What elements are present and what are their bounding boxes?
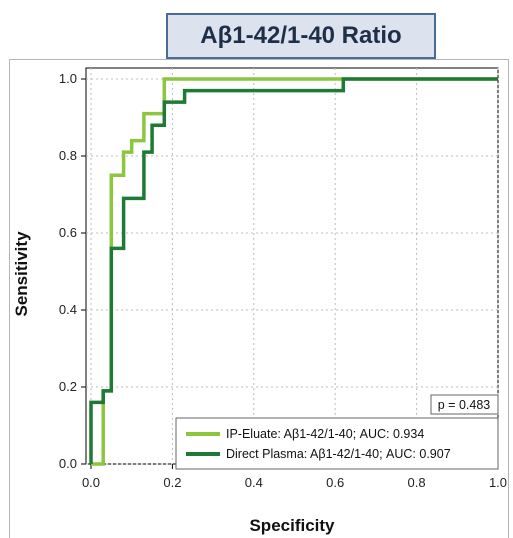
- legend-label-direct-plasma: Direct Plasma: Aβ1-42/1-40; AUC: 0.907: [226, 447, 451, 461]
- y-tick-label: 0.8: [59, 148, 77, 163]
- pvalue-box: [430, 394, 499, 415]
- axis-ticks: 0.0 0.2 0.4 0.6 0.8 1.0 0.0 0.2 0.4 0.6 0.8 1.0: [59, 71, 507, 490]
- legend-box: [175, 417, 499, 470]
- y-tick-label: 0.4: [59, 302, 77, 317]
- x-tick-label: 0.4: [245, 475, 263, 490]
- y-tick-label: 0.2: [59, 379, 77, 394]
- y-tick-label: 0.6: [59, 225, 77, 240]
- x-tick-label: 0.2: [163, 475, 181, 490]
- pvalue-text: p = 0.483: [438, 398, 491, 412]
- y-tick-label: 0.0: [59, 456, 77, 471]
- x-tick-label: 0.0: [82, 475, 100, 490]
- chart-title: Aβ1-42/1-40 Ratio: [166, 13, 436, 59]
- x-tick-label: 1.0: [489, 475, 507, 490]
- plot-frame: [9, 59, 509, 538]
- x-tick-label: 0.8: [408, 475, 426, 490]
- x-axis-title: Specificity: [249, 516, 335, 535]
- roc-curves: [89, 77, 498, 466]
- legend-label-ip-eluate: IP-Eluate: Aβ1-42/1-40; AUC: 0.934: [226, 427, 424, 441]
- y-axis-title: Sensitivity: [12, 231, 31, 317]
- roc-curve-direct-plasma: [89, 77, 498, 464]
- y-tick-label: 1.0: [59, 71, 77, 86]
- x-tick-label: 0.6: [326, 475, 344, 490]
